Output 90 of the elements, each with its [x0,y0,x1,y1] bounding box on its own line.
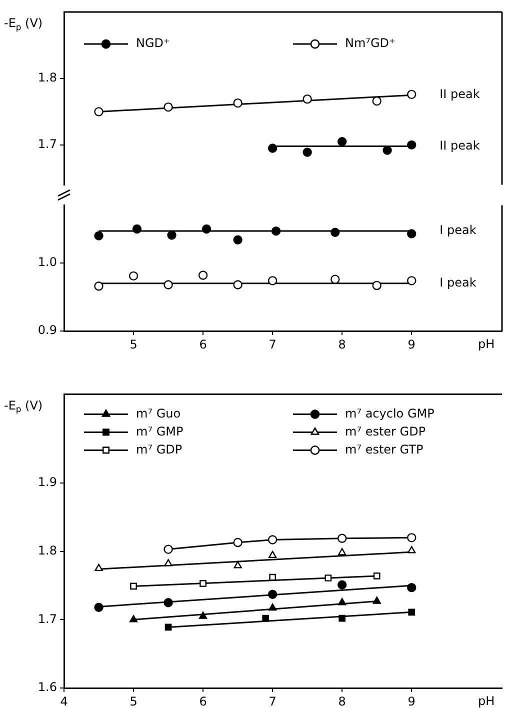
point [129,615,138,622]
x-tick-label: 5 [130,337,138,352]
point [94,282,104,291]
point [164,598,173,608]
x-axis-title: pH [478,337,495,352]
x-tick-label: 4 [60,694,68,708]
y-tick-label: 1.7 [38,137,57,152]
point [302,148,312,157]
point [268,550,277,558]
point [337,534,347,543]
point [130,582,137,590]
annotation: I peak [440,223,476,238]
x-tick-label: 6 [199,337,207,352]
point [372,96,382,106]
y-tick-label: 1.7 [38,612,57,626]
point [372,280,382,290]
point [164,280,173,290]
point [94,107,104,116]
y-tick-label: 1.6 [38,680,57,694]
point [164,544,173,554]
point [338,614,346,622]
point [268,603,277,611]
x-tick-label: 7 [268,694,276,708]
point [338,548,346,556]
point [94,602,104,612]
point [407,582,416,592]
point [407,276,416,286]
legend-label: m⁷ ester GTP [345,442,424,456]
point [268,590,278,599]
point [262,614,270,622]
point [268,535,278,544]
legend-label: m⁷ Guo [136,406,181,420]
annotation: II peak [440,87,480,102]
point [167,230,176,240]
point [268,276,278,286]
point [268,144,278,153]
point [164,102,173,112]
point [407,90,416,100]
point [233,98,242,108]
point [372,596,381,604]
point [233,235,242,244]
point [200,580,206,587]
point [407,229,416,238]
x-axis-title: pH [478,694,495,708]
point [408,608,416,616]
legend-label: m⁷ ester GDP [345,424,426,438]
point [94,564,103,572]
point [132,224,142,234]
y-tick-label: 1.8 [38,70,57,85]
point [233,280,242,290]
y-tick-label: 1.8 [38,543,57,558]
point [198,612,208,619]
y-tick-label: 1.0 [38,255,57,270]
point [271,226,281,236]
point [234,561,242,568]
point [128,271,138,281]
point [269,574,276,581]
x-tick-label: 8 [338,694,346,708]
legend-label: m⁷ acyclo GMP [345,406,434,420]
point [373,572,380,580]
point [233,538,242,548]
annotation: I peak [440,276,476,290]
x-tick-label: 7 [268,337,276,352]
x-tick-label: 5 [130,694,138,708]
point [338,598,346,606]
legend-label: NGD⁺ [136,36,170,50]
point [202,224,212,234]
legend-label: m⁷ GDP [136,442,182,456]
point [330,228,340,237]
point [164,624,172,631]
point [302,94,312,104]
point [337,580,347,590]
legend-label: m⁷ GMP [136,424,184,438]
point [408,546,416,554]
y-tick-label: 1.9 [38,475,57,490]
point [330,274,340,284]
x-tick-label: 9 [408,694,416,708]
annotation: II peak [440,138,480,152]
point [324,574,332,582]
point [407,140,416,150]
y-tick-label: 0.9 [38,323,57,338]
x-tick-label: 6 [199,694,207,708]
x-tick-label: 9 [408,337,416,352]
point [198,270,208,280]
legend-label: Nm⁷GD⁺ [345,36,396,50]
point [164,559,172,566]
x-tick-label: 8 [338,337,346,352]
point [407,533,416,542]
point [337,137,347,146]
point [94,231,104,240]
